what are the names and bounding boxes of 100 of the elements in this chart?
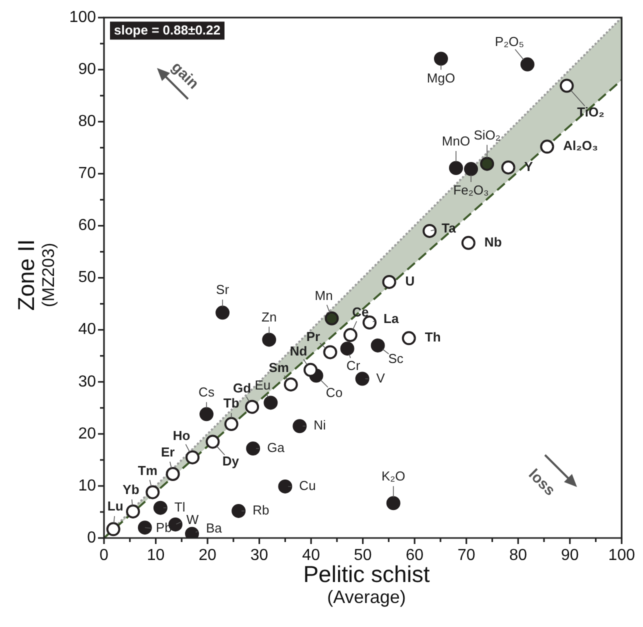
point: [464, 162, 478, 176]
point: [206, 434, 220, 449]
point: [422, 224, 437, 238]
y-tick-label: 10: [78, 477, 96, 494]
x-tick-label: 0: [100, 547, 109, 564]
annotation: Eu: [254, 377, 271, 392]
annotation: Cr: [346, 358, 361, 374]
point: [146, 485, 160, 500]
annotation: Co: [326, 385, 343, 400]
annotation: Al₂O₃: [563, 138, 598, 154]
y-tick-label: 90: [78, 61, 96, 78]
annotation: Lu: [107, 498, 124, 514]
point: [186, 450, 200, 464]
point: [386, 496, 400, 510]
annotation: Ni: [314, 418, 326, 433]
annotation: K₂O: [381, 468, 406, 484]
annotation: Pr: [306, 328, 320, 344]
annotation: Gd: [233, 380, 252, 396]
annotation: Ga: [267, 440, 286, 456]
point: [560, 78, 574, 93]
y-tick-label: 70: [78, 165, 96, 182]
point: [126, 504, 140, 518]
x-tick-label: 80: [509, 547, 528, 564]
annotation: U: [405, 274, 415, 289]
point: [245, 400, 260, 414]
annotation: V: [376, 370, 386, 386]
annotation: Tl: [174, 499, 186, 514]
point: [232, 504, 246, 518]
x-tick-label: 90: [560, 547, 579, 564]
x-tick-label: 100: [608, 547, 636, 564]
annotation: Y: [524, 159, 534, 174]
annotation: Dy: [222, 453, 240, 468]
point: [480, 156, 494, 171]
point: [264, 396, 278, 410]
point: [540, 140, 554, 154]
annotation: Yb: [122, 482, 140, 498]
annotation: Tb: [223, 396, 240, 411]
point: [153, 500, 168, 515]
point: [216, 306, 230, 320]
point: [224, 417, 238, 432]
point: [106, 522, 120, 536]
point: [278, 479, 292, 494]
point: [382, 274, 396, 289]
annotation: Nd: [290, 343, 308, 358]
y-axis-title: Zone II (MZ203): [13, 239, 58, 311]
y-tick-label: 0: [87, 529, 96, 546]
y-tick-label: 50: [78, 269, 96, 286]
point: [461, 236, 476, 250]
point: [284, 377, 298, 392]
annotation: Zn: [262, 309, 277, 324]
x-tick-label: 10: [146, 547, 165, 564]
point: [324, 311, 339, 326]
y-tick-label: 20: [78, 425, 96, 442]
point: [304, 362, 318, 377]
annotation: MgO: [426, 70, 456, 86]
annotation: Sm: [268, 360, 289, 376]
annotation: Sc: [388, 351, 404, 366]
point: [501, 160, 516, 174]
y-tick-label: 60: [78, 217, 96, 234]
annotation: Ba: [206, 520, 223, 536]
point: [166, 466, 180, 481]
point: [343, 328, 358, 342]
point: [355, 372, 370, 386]
point: [246, 441, 260, 456]
annotation: Th: [424, 330, 441, 345]
annotation: Ta: [442, 220, 457, 236]
annotation: Sr: [216, 282, 230, 298]
annotation: SiO₂: [474, 127, 500, 142]
annotation: W: [186, 512, 200, 528]
point: [434, 52, 448, 66]
annotation: slope = 0.88±0.22: [114, 22, 221, 38]
y-tick-label: 40: [78, 321, 96, 338]
annotation: Ho: [172, 428, 190, 443]
annotation: Nb: [484, 234, 502, 250]
point: [402, 331, 416, 346]
y-tick-label: 80: [78, 113, 96, 130]
point: [520, 57, 534, 72]
annotation: La: [384, 311, 400, 326]
point: [323, 345, 338, 360]
annotation: Ce: [352, 304, 369, 320]
annotation: Cs: [198, 384, 215, 400]
annotation: P₂O₅: [494, 34, 524, 50]
point: [340, 342, 354, 356]
y-tick-label: 100: [69, 9, 96, 26]
annotation: MnO: [442, 134, 470, 149]
annotation: TiO₂: [577, 104, 605, 120]
annotation: gain: [168, 58, 202, 93]
point: [370, 338, 385, 352]
y-tick-label: 30: [78, 373, 96, 390]
point: [262, 332, 276, 347]
annotation: Mn: [314, 288, 333, 303]
point: [138, 520, 152, 535]
annotation: Er: [160, 444, 175, 460]
annotation: Tm: [138, 462, 158, 478]
x-tick-label: 30: [250, 547, 268, 564]
point: [362, 316, 377, 330]
x-tick-label: 70: [457, 547, 476, 564]
annotation: Rb: [252, 502, 270, 518]
annotation: Fe₂O₃: [453, 182, 489, 198]
annotation: Cu: [299, 478, 316, 494]
